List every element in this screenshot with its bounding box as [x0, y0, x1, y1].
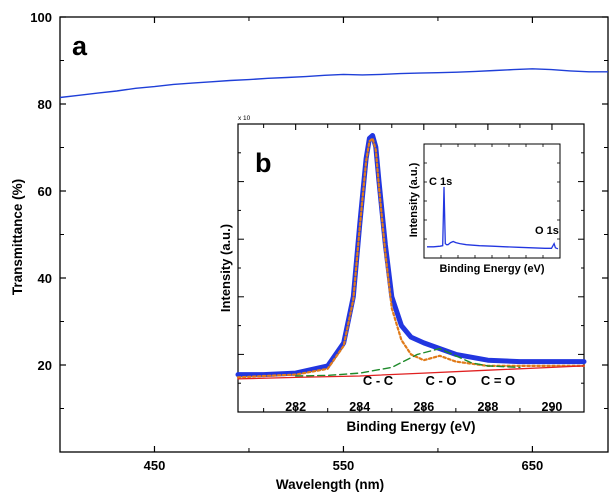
survey-inset-frame — [423, 143, 561, 259]
main-y-tick-label: 100 — [30, 10, 52, 25]
main-x-tick-label: 450 — [144, 458, 166, 473]
annotation-c-o: C - O — [425, 373, 456, 388]
survey-inset: C 1s O 1s Binding Energy (eV) Intensity … — [408, 143, 561, 275]
transmittance-series-line — [59, 68, 608, 99]
xps-y-axis-title: Intensity (a.u.) — [218, 224, 233, 312]
xps-scale-label: x 10 — [238, 115, 251, 122]
xps-x-tick-label: 284 — [349, 400, 370, 414]
main-y-tick-label: 20 — [38, 358, 52, 373]
main-y-tick-label: 80 — [38, 97, 52, 112]
xps-series-lines — [235, 133, 587, 380]
main-x-axis-title: Wavelength (nm) — [276, 477, 384, 492]
survey-x-axis-title: Binding Energy (eV) — [439, 263, 544, 275]
main-x-tick-label: 650 — [522, 458, 544, 473]
survey-y-axis-title: Intensity (a.u.) — [408, 162, 420, 237]
main-tick-labels: 20 40 60 80 100 450 550 650 — [30, 10, 543, 473]
panel-a-label: a — [72, 31, 88, 61]
xps-tick-labels: 282 284 286 288 290 — [285, 400, 562, 414]
xps-x-tick-label: 282 — [285, 400, 306, 414]
survey-axis-ticks — [424, 144, 560, 258]
main-y-tick-label: 40 — [38, 271, 52, 286]
survey-series-line — [427, 186, 559, 250]
main-axis-ticks — [60, 16, 608, 452]
annotation-c-double-o: C = O — [481, 373, 515, 388]
xps-x-tick-label: 288 — [477, 400, 498, 414]
annotation-o1s: O 1s — [535, 225, 559, 237]
xps-panel: 282 284 286 288 290 b x 10 Binding Energy (e… — [218, 115, 587, 434]
xps-x-axis-title: Binding Energy (eV) — [346, 419, 475, 434]
xps-baseline-line — [237, 365, 585, 380]
main-y-tick-label: 60 — [38, 184, 52, 199]
annotation-c1s: C 1s — [429, 176, 452, 188]
main-x-tick-label: 550 — [333, 458, 355, 473]
xps-x-tick-label: 290 — [542, 400, 563, 414]
xps-x-tick-label: 286 — [413, 400, 434, 414]
xps-c-o-component-line — [295, 347, 521, 377]
main-y-axis-title: Transmittance (%) — [10, 179, 25, 295]
xps-envelope-fit-line — [236, 137, 586, 379]
transmittance-panel: 20 40 60 80 100 450 550 650 a Wavelength (nm) T… — [10, 10, 609, 492]
panel-b-label: b — [255, 148, 272, 178]
annotation-c-c: C - C — [363, 373, 394, 388]
xps-axis-ticks — [238, 124, 585, 412]
